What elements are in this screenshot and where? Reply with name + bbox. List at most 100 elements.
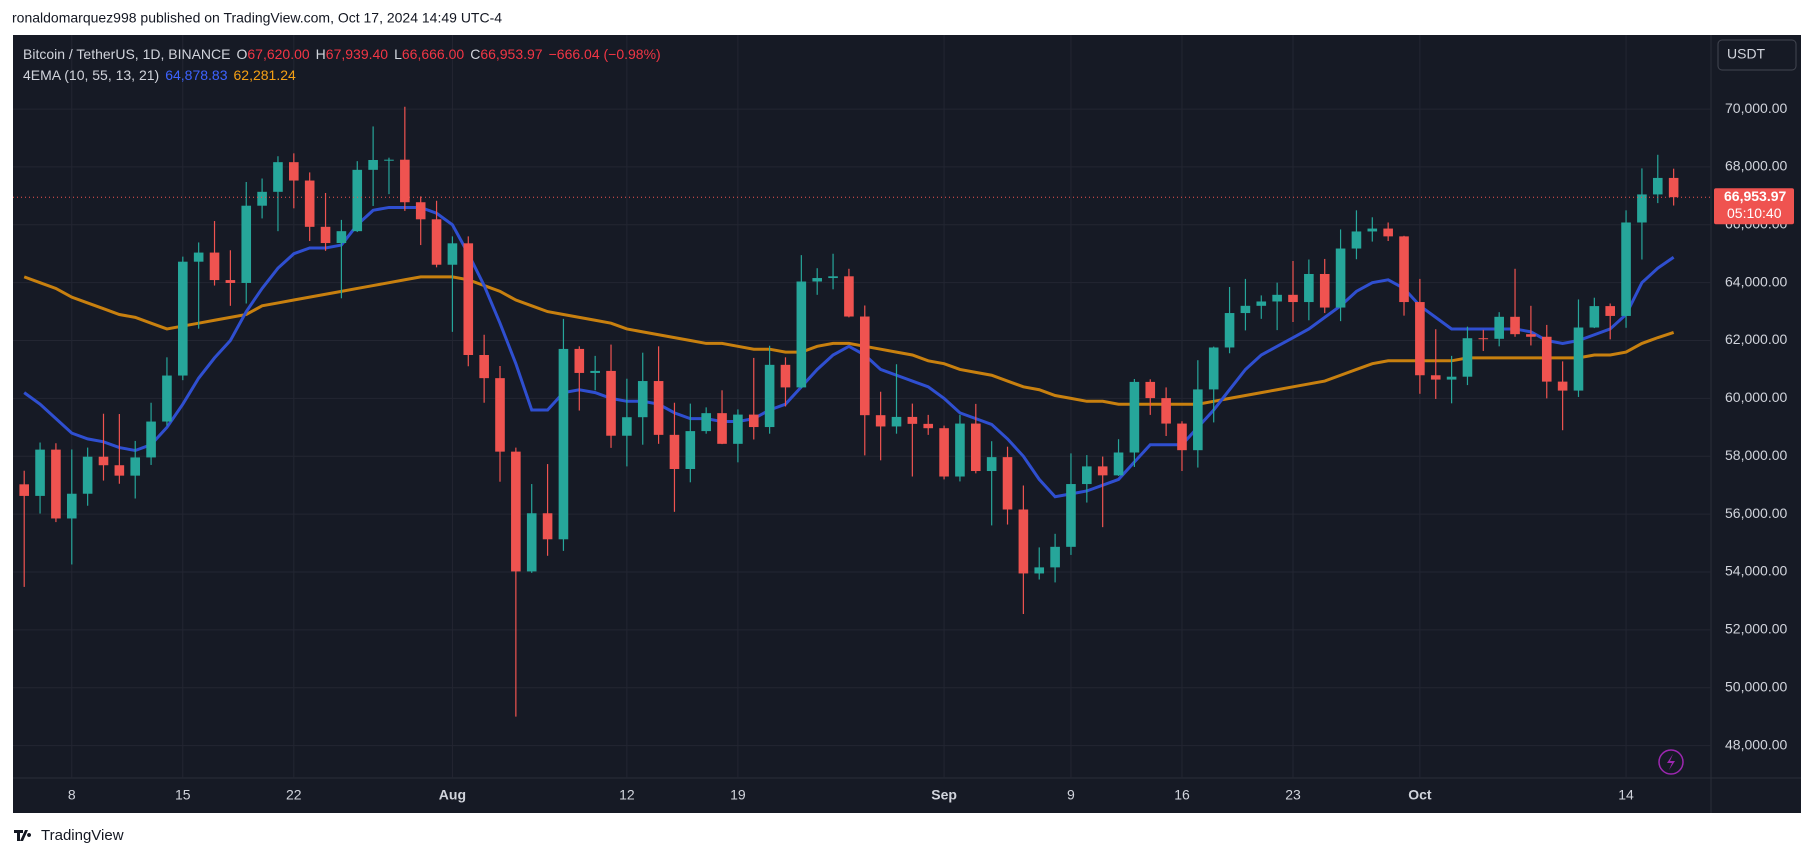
x-tick-label: 15: [175, 787, 191, 803]
candle-body: [1652, 177, 1663, 195]
candle-body: [431, 219, 442, 265]
y-tick-label: 58,000.00: [1725, 447, 1787, 463]
candle-body: [35, 449, 45, 496]
brand: TradingView: [41, 827, 124, 844]
candle-body: [1002, 457, 1013, 510]
legend: Bitcoin / TetherUS, 1D, BINANCE O67,620.0…: [23, 44, 667, 86]
candle-body: [891, 416, 902, 427]
candle-body: [606, 370, 616, 436]
candle-body: [146, 421, 156, 458]
y-tick-label: 64,000.00: [1725, 273, 1787, 289]
candle-body: [796, 281, 807, 388]
x-tick-label: 23: [1285, 787, 1301, 803]
candle-body: [1351, 231, 1362, 249]
chart-bg: [13, 35, 1801, 813]
candle-body: [955, 423, 965, 477]
candle-body: [1526, 334, 1536, 337]
candle-body: [590, 370, 600, 373]
candle-body: [685, 431, 696, 469]
y-tick-label: 50,000.00: [1725, 678, 1787, 694]
ohlc-key: O: [236, 46, 248, 62]
candle-body: [1288, 294, 1298, 303]
y-tick-label: 54,000.00: [1725, 563, 1787, 579]
price-tag-countdown: 05:10:40: [1727, 205, 1782, 221]
candle-body: [273, 162, 283, 192]
ema-line: [23, 275, 1675, 406]
candle-body: [1589, 306, 1600, 328]
x-tick-label: 22: [286, 787, 302, 803]
candle-body: [1161, 398, 1171, 424]
candle-body: [859, 316, 870, 416]
candle-body: [637, 381, 648, 418]
candle-body: [19, 484, 29, 496]
y-tick-label: 62,000.00: [1725, 331, 1787, 347]
candle-body: [225, 280, 236, 283]
candle-body: [986, 457, 997, 472]
plot-area: [13, 35, 1711, 778]
candle-body: [178, 261, 188, 376]
candle-body: [1541, 336, 1552, 382]
candle-body: [384, 159, 394, 161]
candle-body: [400, 159, 410, 203]
change: −666.04 (−0.98%): [548, 46, 661, 62]
candle-body: [1605, 306, 1615, 316]
candle-body: [971, 423, 981, 472]
candle-body: [1446, 376, 1457, 380]
symbol: Bitcoin / TetherUS, 1D, BINANCE: [23, 46, 231, 62]
candle-body: [479, 354, 489, 379]
alert-icon[interactable]: [1658, 749, 1684, 775]
candle-body: [1256, 301, 1267, 306]
candle-body: [748, 414, 759, 428]
candle-body: [511, 451, 521, 572]
candle-body: [1637, 194, 1647, 223]
candle-body: [1415, 302, 1425, 376]
x-tick-label: 9: [1067, 787, 1075, 803]
candle-body: [1494, 316, 1504, 339]
candle-body: [1097, 466, 1108, 476]
alert-bolt: [1667, 754, 1675, 770]
candle-body: [1367, 228, 1378, 232]
indicator-label: 4EMA (10, 55, 13, 21): [23, 67, 160, 83]
legend-row: 4EMA (10, 55, 13, 21) 64,878.83 62,281.24: [23, 65, 667, 86]
candle-body: [1272, 294, 1282, 302]
x-tick-label: 16: [1174, 787, 1190, 803]
candle-body: [1050, 546, 1060, 568]
price-tag-label: 66,953.97: [1724, 188, 1786, 204]
candle-body: [733, 414, 743, 444]
currency: USDT: [1727, 46, 1766, 62]
candle-body: [526, 513, 537, 572]
candle-body: [1018, 509, 1029, 574]
candle-body: [1557, 381, 1568, 391]
candle-body: [304, 180, 315, 227]
candle-body: [574, 348, 585, 373]
y-tick-label: 60,000.00: [1725, 389, 1787, 405]
candle-body: [82, 456, 93, 494]
candle-body: [98, 456, 109, 466]
candle-body: [130, 457, 141, 476]
ohlc-value: 67,939.40: [325, 46, 389, 62]
ema-line: [23, 205, 1675, 499]
candle-body: [241, 205, 252, 283]
y-tick-label: 52,000.00: [1725, 621, 1787, 637]
candle-body: [162, 375, 172, 422]
candle-body: [66, 493, 77, 519]
currency-box[interactable]: [1717, 39, 1797, 71]
candle-body: [336, 231, 347, 244]
ohlc-value: 66,666.00: [401, 46, 465, 62]
x-tick-label: Aug: [439, 787, 466, 803]
indicator-value: 62,281.24: [233, 67, 296, 83]
candle-body: [1224, 313, 1235, 348]
candle-body: [1510, 316, 1520, 335]
ohlc-key: L: [394, 46, 402, 62]
candle-body: [939, 428, 949, 477]
candle-body: [558, 348, 569, 540]
x-tick-label: 14: [1618, 787, 1634, 803]
candle-body: [780, 364, 791, 388]
candle-body: [622, 417, 632, 436]
candle-body: [1113, 452, 1124, 476]
candle-body: [701, 413, 711, 432]
candle-body: [352, 169, 363, 232]
candle-body: [923, 423, 934, 429]
x-tick-label: Sep: [931, 787, 957, 803]
